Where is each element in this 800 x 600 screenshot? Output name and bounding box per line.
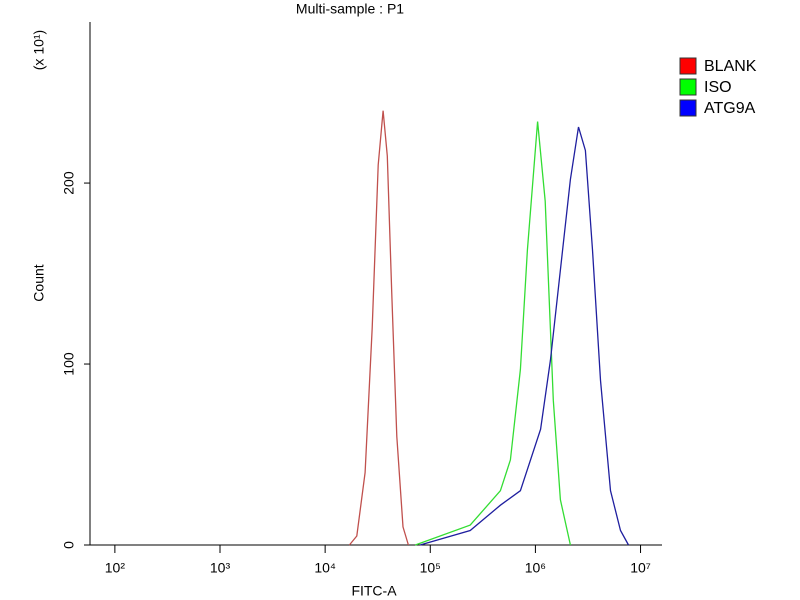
legend-label: BLANK [704,58,757,75]
legend-swatch [679,78,697,96]
legend-swatch [679,57,697,75]
x-tick-label: 10⁴ [314,560,336,576]
chart-title: Multi-sample : P1 [296,1,404,17]
x-tick-label: 10⁷ [630,560,651,576]
x-tick-label: 10³ [210,560,231,576]
legend-swatch [679,99,697,117]
legend-label: ISO [704,79,732,96]
y-axis-unit: (x 10¹) [31,30,47,70]
x-tick-label: 10⁶ [525,560,546,576]
series-line [348,110,410,546]
x-tick-label: 10² [105,560,126,576]
y-axis-label: Count [31,264,47,301]
series-line [415,121,572,546]
x-axis-label: FITC-A [351,583,397,599]
y-tick-label: 100 [61,352,77,376]
series-line [419,126,630,546]
legend-label: ATG9A [704,100,756,117]
x-tick-label: 10⁵ [420,560,441,576]
y-tick-label: 0 [61,541,77,549]
y-tick-label: 200 [61,171,77,195]
